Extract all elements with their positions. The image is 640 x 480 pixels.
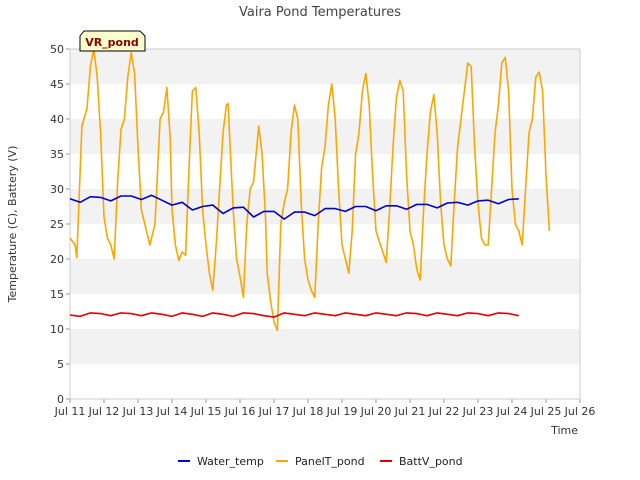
grid-bands (70, 49, 580, 364)
y-tick-label: 15 (50, 288, 64, 301)
x-axis: Jul 11 Jul 12 Jul 13 Jul 14 Jul 15 Jul 16 Jul … (54, 399, 596, 418)
x-tick-label: Jul 20 (360, 405, 392, 418)
y-tick-label: 0 (57, 393, 64, 406)
legend-item-water-temp: Water_temp (197, 455, 264, 468)
x-tick-label: Jul 18 (292, 405, 324, 418)
x-tick-label: Jul 15 (190, 405, 222, 418)
x-tick-label: Jul 14 (156, 405, 188, 418)
x-tick-label: Jul 25 (530, 405, 562, 418)
grid-band (70, 49, 580, 84)
plot-frame (69, 48, 581, 400)
x-tick-label: Jul 12 (88, 405, 120, 418)
chart-title: Vaira Pond Temperatures (239, 5, 401, 20)
grid-band (70, 259, 580, 294)
series-line-panelt-pond (70, 49, 551, 332)
series-lines (70, 49, 551, 332)
y-tick-label: 35 (50, 148, 64, 161)
x-tick-label: Jul 23 (462, 405, 494, 418)
y-tick-label: 40 (50, 113, 64, 126)
x-axis-title: Time (550, 424, 578, 437)
site-label-badge: VR_pond (79, 30, 146, 52)
series-line-battv-pond (70, 312, 519, 318)
legend: Water_temp PanelT_pond BattV_pond (178, 455, 463, 468)
grid-band (70, 329, 580, 364)
y-tick-label: 30 (50, 183, 64, 196)
series-line-water-temp (70, 194, 519, 220)
x-tick-label: Jul 26 (564, 405, 596, 418)
site-label-text: VR_pond (85, 36, 139, 49)
y-tick-label: 5 (57, 358, 64, 371)
x-tick-label: Jul 22 (428, 405, 460, 418)
y-tick-label: 10 (50, 323, 64, 336)
legend-item-panelt-pond: PanelT_pond (295, 455, 365, 468)
x-tick-label: Jul 16 (224, 405, 256, 418)
y-tick-label: 20 (50, 253, 64, 266)
grid-band (70, 189, 580, 224)
y-tick-label: 50 (50, 43, 64, 56)
x-tick-label: Jul 19 (326, 405, 358, 418)
x-tick-label: Jul 21 (394, 405, 426, 418)
x-tick-label: Jul 24 (496, 405, 528, 418)
y-tick-label: 45 (50, 78, 64, 91)
x-tick-label: Jul 11 (54, 405, 86, 418)
x-tick-label: Jul 13 (122, 405, 154, 418)
y-axis-title: Temperature (C), Battery (V) (6, 146, 19, 304)
y-tick-label: 25 (50, 218, 64, 231)
x-tick-label: Jul 17 (258, 405, 290, 418)
legend-item-battv-pond: BattV_pond (399, 455, 463, 468)
y-axis: 0 5 10 15 20 25 30 35 40 45 50 (50, 43, 70, 406)
